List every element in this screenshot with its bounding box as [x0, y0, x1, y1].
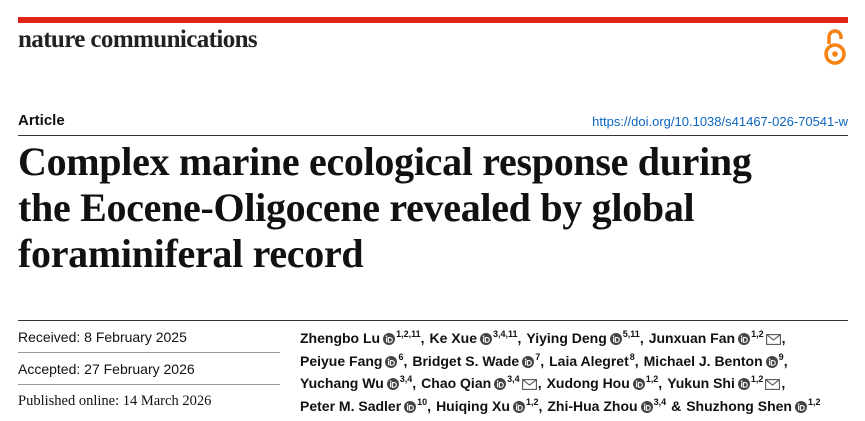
- affiliation: 1,2: [645, 374, 659, 384]
- journal-name: nature communications: [18, 26, 258, 53]
- orcid-icon: [522, 352, 535, 375]
- author-name: Laia Alegret: [549, 352, 629, 369]
- email-icon: [765, 329, 781, 352]
- author-line: Peter M. Sadler 10, Huiqing Xu 1,2, Zhi-Hua …: [300, 395, 820, 418]
- title-line: foraminiferal record: [18, 231, 364, 276]
- title-line: the Eocene-Oligocene revealed by global: [18, 185, 695, 230]
- author-name: Michael J. Benton: [643, 352, 763, 369]
- orcid-icon: [383, 329, 396, 352]
- top-bar: [18, 17, 848, 23]
- affiliation: 1,2: [807, 396, 821, 407]
- orcid-icon: [386, 374, 399, 397]
- affiliation: 1,2: [525, 396, 539, 407]
- orcid-icon: [640, 397, 653, 420]
- orcid-icon: [385, 352, 398, 375]
- author-list: Zhengbo Lu 1,2,11, Ke Xue 3,4,11, Yiying Den…: [300, 327, 820, 417]
- author-name: Ke Xue: [429, 330, 477, 346]
- open-access-icon: [824, 29, 846, 65]
- affiliation: 3,4: [507, 374, 520, 384]
- separator: ,: [537, 375, 542, 391]
- author-name: Xudong Hou: [546, 375, 630, 391]
- separator: ,: [658, 375, 663, 391]
- published-date: Published online: 14 March 2026: [18, 393, 212, 409]
- author-name: Zhengbo Lu: [300, 330, 381, 346]
- received-date: Received: 8 February 2025: [18, 329, 187, 345]
- separator: ,: [420, 330, 425, 346]
- affiliation: 3,4,11: [492, 329, 518, 339]
- orcid-icon: [794, 397, 807, 420]
- title-line: Complex marine ecological response durin…: [18, 139, 752, 184]
- author-name: Peter M. Sadler: [300, 397, 402, 414]
- author-name: Bridget S. Wade: [412, 352, 520, 369]
- divider: [18, 135, 848, 136]
- affiliation: 5,11: [622, 329, 640, 339]
- author-name: Huiqing Xu: [436, 397, 510, 414]
- affiliation: 3,4: [399, 374, 413, 384]
- article-type: Article: [18, 112, 65, 129]
- orcid-icon: [404, 397, 417, 420]
- affiliation: 1,2: [751, 329, 764, 339]
- author-name: Zhi-Hua Zhou: [547, 397, 638, 414]
- author-name: Yuchang Wu: [300, 375, 384, 391]
- separator: [18, 384, 280, 385]
- orcid-icon: [738, 329, 751, 352]
- affiliation: 1,2: [750, 374, 764, 384]
- orcid-icon: [737, 374, 750, 397]
- separator: &: [671, 397, 682, 414]
- separator: ,: [540, 352, 545, 369]
- author-name: Peiyue Fang: [300, 352, 383, 369]
- separator: [18, 352, 280, 353]
- separator: ,: [538, 397, 543, 414]
- author-name: Chao Qian: [421, 375, 492, 391]
- affiliation: 1,2,11: [396, 329, 421, 339]
- author-name: Shuzhong Shen: [686, 397, 792, 414]
- doi-link[interactable]: https://doi.org/10.1038/s41467-026-70541…: [592, 114, 848, 129]
- divider: [18, 320, 848, 321]
- accepted-date: Accepted: 27 February 2026: [18, 361, 195, 377]
- email-icon: [765, 374, 781, 397]
- orcid-icon: [609, 329, 622, 352]
- author-line: Yuchang Wu 3,4, Chao Qian 3,4, Xudong Hou 1,2…: [300, 372, 820, 395]
- separator: ,: [781, 330, 786, 346]
- author-line: Zhengbo Lu 1,2,11, Ke Xue 3,4,11, Yiying Den…: [300, 327, 820, 350]
- orcid-icon: [479, 329, 492, 352]
- author-name: Junxuan Fan: [648, 330, 736, 346]
- author-name: Yiying Deng: [526, 330, 607, 346]
- author-name: Yukun Shi: [667, 375, 735, 391]
- email-icon: [521, 374, 537, 397]
- orcid-icon: [632, 374, 645, 397]
- separator: ,: [412, 375, 417, 391]
- affiliation: 8: [629, 351, 635, 362]
- orcid-icon: [512, 397, 525, 420]
- affiliation: 7: [535, 351, 541, 362]
- separator: ,: [639, 330, 644, 346]
- affiliation: 6: [398, 351, 404, 362]
- orcid-icon: [494, 374, 507, 397]
- affiliation: 3,4: [653, 396, 667, 407]
- author-line: Peiyue Fang 6, Bridget S. Wade 7, Laia Alegr…: [300, 350, 820, 373]
- article-title: Complex marine ecological response durin…: [18, 139, 858, 277]
- orcid-icon: [765, 352, 778, 375]
- separator: ,: [634, 352, 639, 369]
- separator: ,: [427, 397, 432, 414]
- separator: ,: [403, 352, 408, 369]
- affiliation: 10: [417, 396, 428, 407]
- separator: ,: [783, 352, 788, 369]
- affiliation: 9: [778, 351, 784, 362]
- separator: ,: [517, 330, 522, 346]
- separator: ,: [781, 375, 786, 391]
